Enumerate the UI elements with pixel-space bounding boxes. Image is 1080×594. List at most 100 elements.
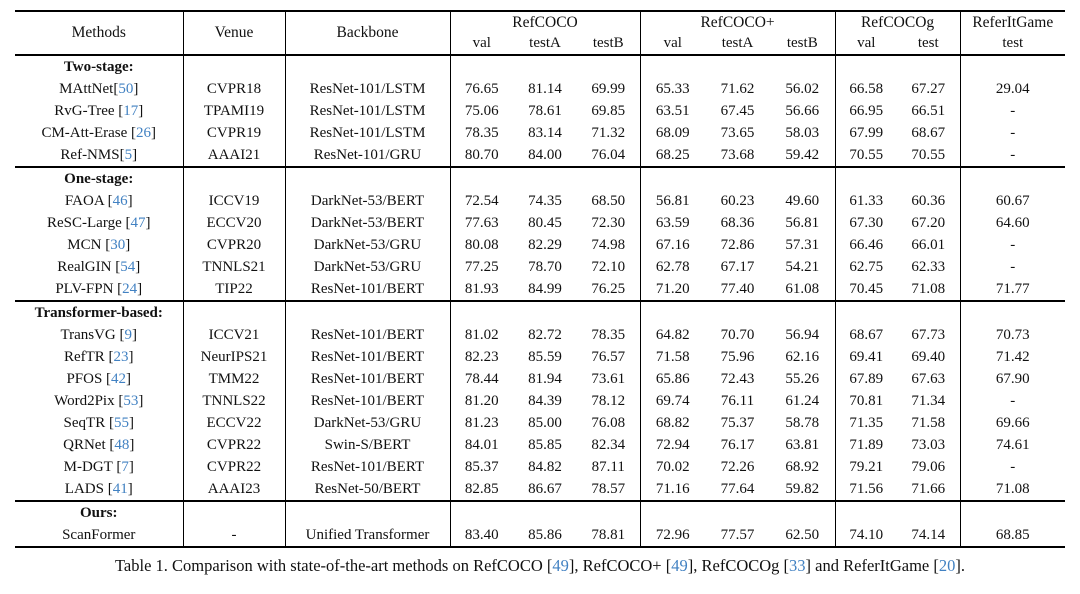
citation-link[interactable]: 41 [112,481,128,497]
citation-link[interactable]: 26 [136,125,152,141]
score-cell: 68.92 [785,459,820,475]
score-cell: 71.08 [959,478,1066,501]
citation-link[interactable]: 33 [789,556,806,575]
citation-link[interactable]: 20 [938,556,956,575]
score-cell-empty [639,55,706,78]
table-row: M-DGT [7] CVPR22 ResNet-101/BERT 85.37 84.82… [15,456,1066,478]
score-cell: 71.77 [959,278,1066,301]
citation-link[interactable]: 17 [123,103,139,119]
section-two-stage: Two-stage: MAttNet[50] CVPR18 ResNet-101/LS… [15,55,1066,167]
score-cell: 71.32 [591,125,626,141]
method-cell: RealGIN [54] [57,259,141,275]
citation-link[interactable]: 48 [114,437,130,453]
backbone-cell: ResNet-101/GRU [284,144,450,167]
backbone-cell: ResNet-50/BERT [284,478,450,501]
venue-cell: AAAI21 [182,144,285,167]
backbone-cell: DarkNet-53/GRU [284,256,450,278]
score-cell: 77.64 [720,481,755,497]
score-cell: 77.57 [720,527,755,543]
score-cell: 29.04 [959,78,1066,100]
citation-link[interactable]: 55 [113,415,129,431]
table-row: SeqTR [55] ECCV22 DarkNet-53/GRU 81.23 85.00… [15,412,1066,434]
score-cell: 67.30 [834,212,898,234]
citation-link[interactable]: 9 [124,327,133,343]
score-cell: 85.59 [528,349,562,365]
score-cell: 58.03 [785,125,820,141]
citation-link[interactable]: 49 [552,556,569,575]
score-cell: 69.85 [591,103,626,119]
citation-link[interactable]: 53 [123,393,139,409]
score-cell-empty [577,167,640,190]
citation-link[interactable]: 49 [671,556,688,575]
score-cell: 84.39 [528,393,562,409]
score-cell-empty [449,301,513,324]
method-cell: Ref-NMS[5] [60,147,138,163]
score-cell: 60.23 [720,193,755,209]
table-caption: Table 1. Comparison with state-of-the-ar… [115,556,965,575]
score-cell-empty [897,167,960,190]
score-cell: 67.63 [911,371,946,387]
score-cell: 67.73 [911,327,946,343]
score-cell: 74.61 [959,434,1066,456]
score-cell: 68.67 [834,324,898,346]
citation-link[interactable]: 24 [122,281,138,297]
score-cell-empty [897,55,960,78]
score-cell: 49.60 [785,193,820,209]
score-cell: 83.14 [528,125,562,141]
section-ours: Ours: ScanFormer - Unified Transformer 83.40… [15,501,1066,547]
backbone-cell: DarkNet-53/BERT [284,212,450,234]
venue-cell-empty [182,55,285,78]
score-cell: 75.96 [720,349,755,365]
score-cell-empty [513,301,577,324]
score-cell: 55.26 [785,371,820,387]
citation-link[interactable]: 54 [120,259,136,275]
score-cell: 82.29 [528,237,562,253]
score-cell: 70.70 [720,327,755,343]
backbone-cell-empty [284,501,450,524]
section-title-label: One-stage: [64,171,134,187]
col-sub-refcocog-val: val [834,33,898,55]
citation-link[interactable]: 23 [113,349,129,365]
score-cell: 76.25 [591,281,626,297]
score-cell: 59.42 [785,147,820,163]
score-cell: 82.34 [591,437,626,453]
score-cell: 84.00 [528,147,562,163]
col-sub-referitgame-test: test [959,33,1066,55]
score-cell-empty [959,55,1066,78]
score-cell: 62.16 [785,349,820,365]
backbone-cell-empty [284,55,450,78]
citation-link[interactable]: 42 [111,371,127,387]
score-cell-empty [959,167,1066,190]
table-row: FAOA [46] ICCV19 DarkNet-53/BERT 72.54 74.35… [15,190,1066,212]
col-group-methods: Methods [71,24,126,41]
score-cell: 78.70 [528,259,562,275]
venue-cell-empty [182,167,285,190]
method-cell: PLV-FPN [24] [55,281,143,297]
citation-link[interactable]: 50 [118,81,134,97]
score-cell: 68.85 [959,524,1066,547]
score-cell-empty [897,501,960,524]
section-transformer-based: Transformer-based: TransVG [9] ICCV21 ResNe… [15,301,1066,501]
score-cell-empty [834,55,898,78]
col-group-refcocog: RefCOCOg [834,11,961,33]
score-cell-empty [705,55,770,78]
citation-link[interactable]: 7 [121,459,129,475]
score-cell: 71.58 [639,346,706,368]
section-heading-row: Ours: [15,501,1066,524]
score-cell: 69.41 [834,346,898,368]
citation-link[interactable]: 30 [110,237,126,253]
citation-link[interactable]: 47 [130,215,146,231]
score-cell: 76.65 [449,78,513,100]
citation-link[interactable]: 5 [124,147,133,163]
table-row: TransVG [9] ICCV21 ResNet-101/BERT 81.02 82.… [15,324,1066,346]
score-cell: 56.02 [785,81,820,97]
score-cell: 84.99 [528,281,562,297]
citation-link[interactable]: 46 [112,193,128,209]
venue-cell: CVPR22 [182,434,285,456]
method-cell: M-DGT [7] [63,459,134,475]
score-cell: 63.59 [639,212,706,234]
venue-cell: CVPR22 [182,456,285,478]
score-cell: 64.82 [639,324,706,346]
method-cell: CM-Att-Erase [26] [41,125,157,141]
backbone-cell: ResNet-101/BERT [284,368,450,390]
